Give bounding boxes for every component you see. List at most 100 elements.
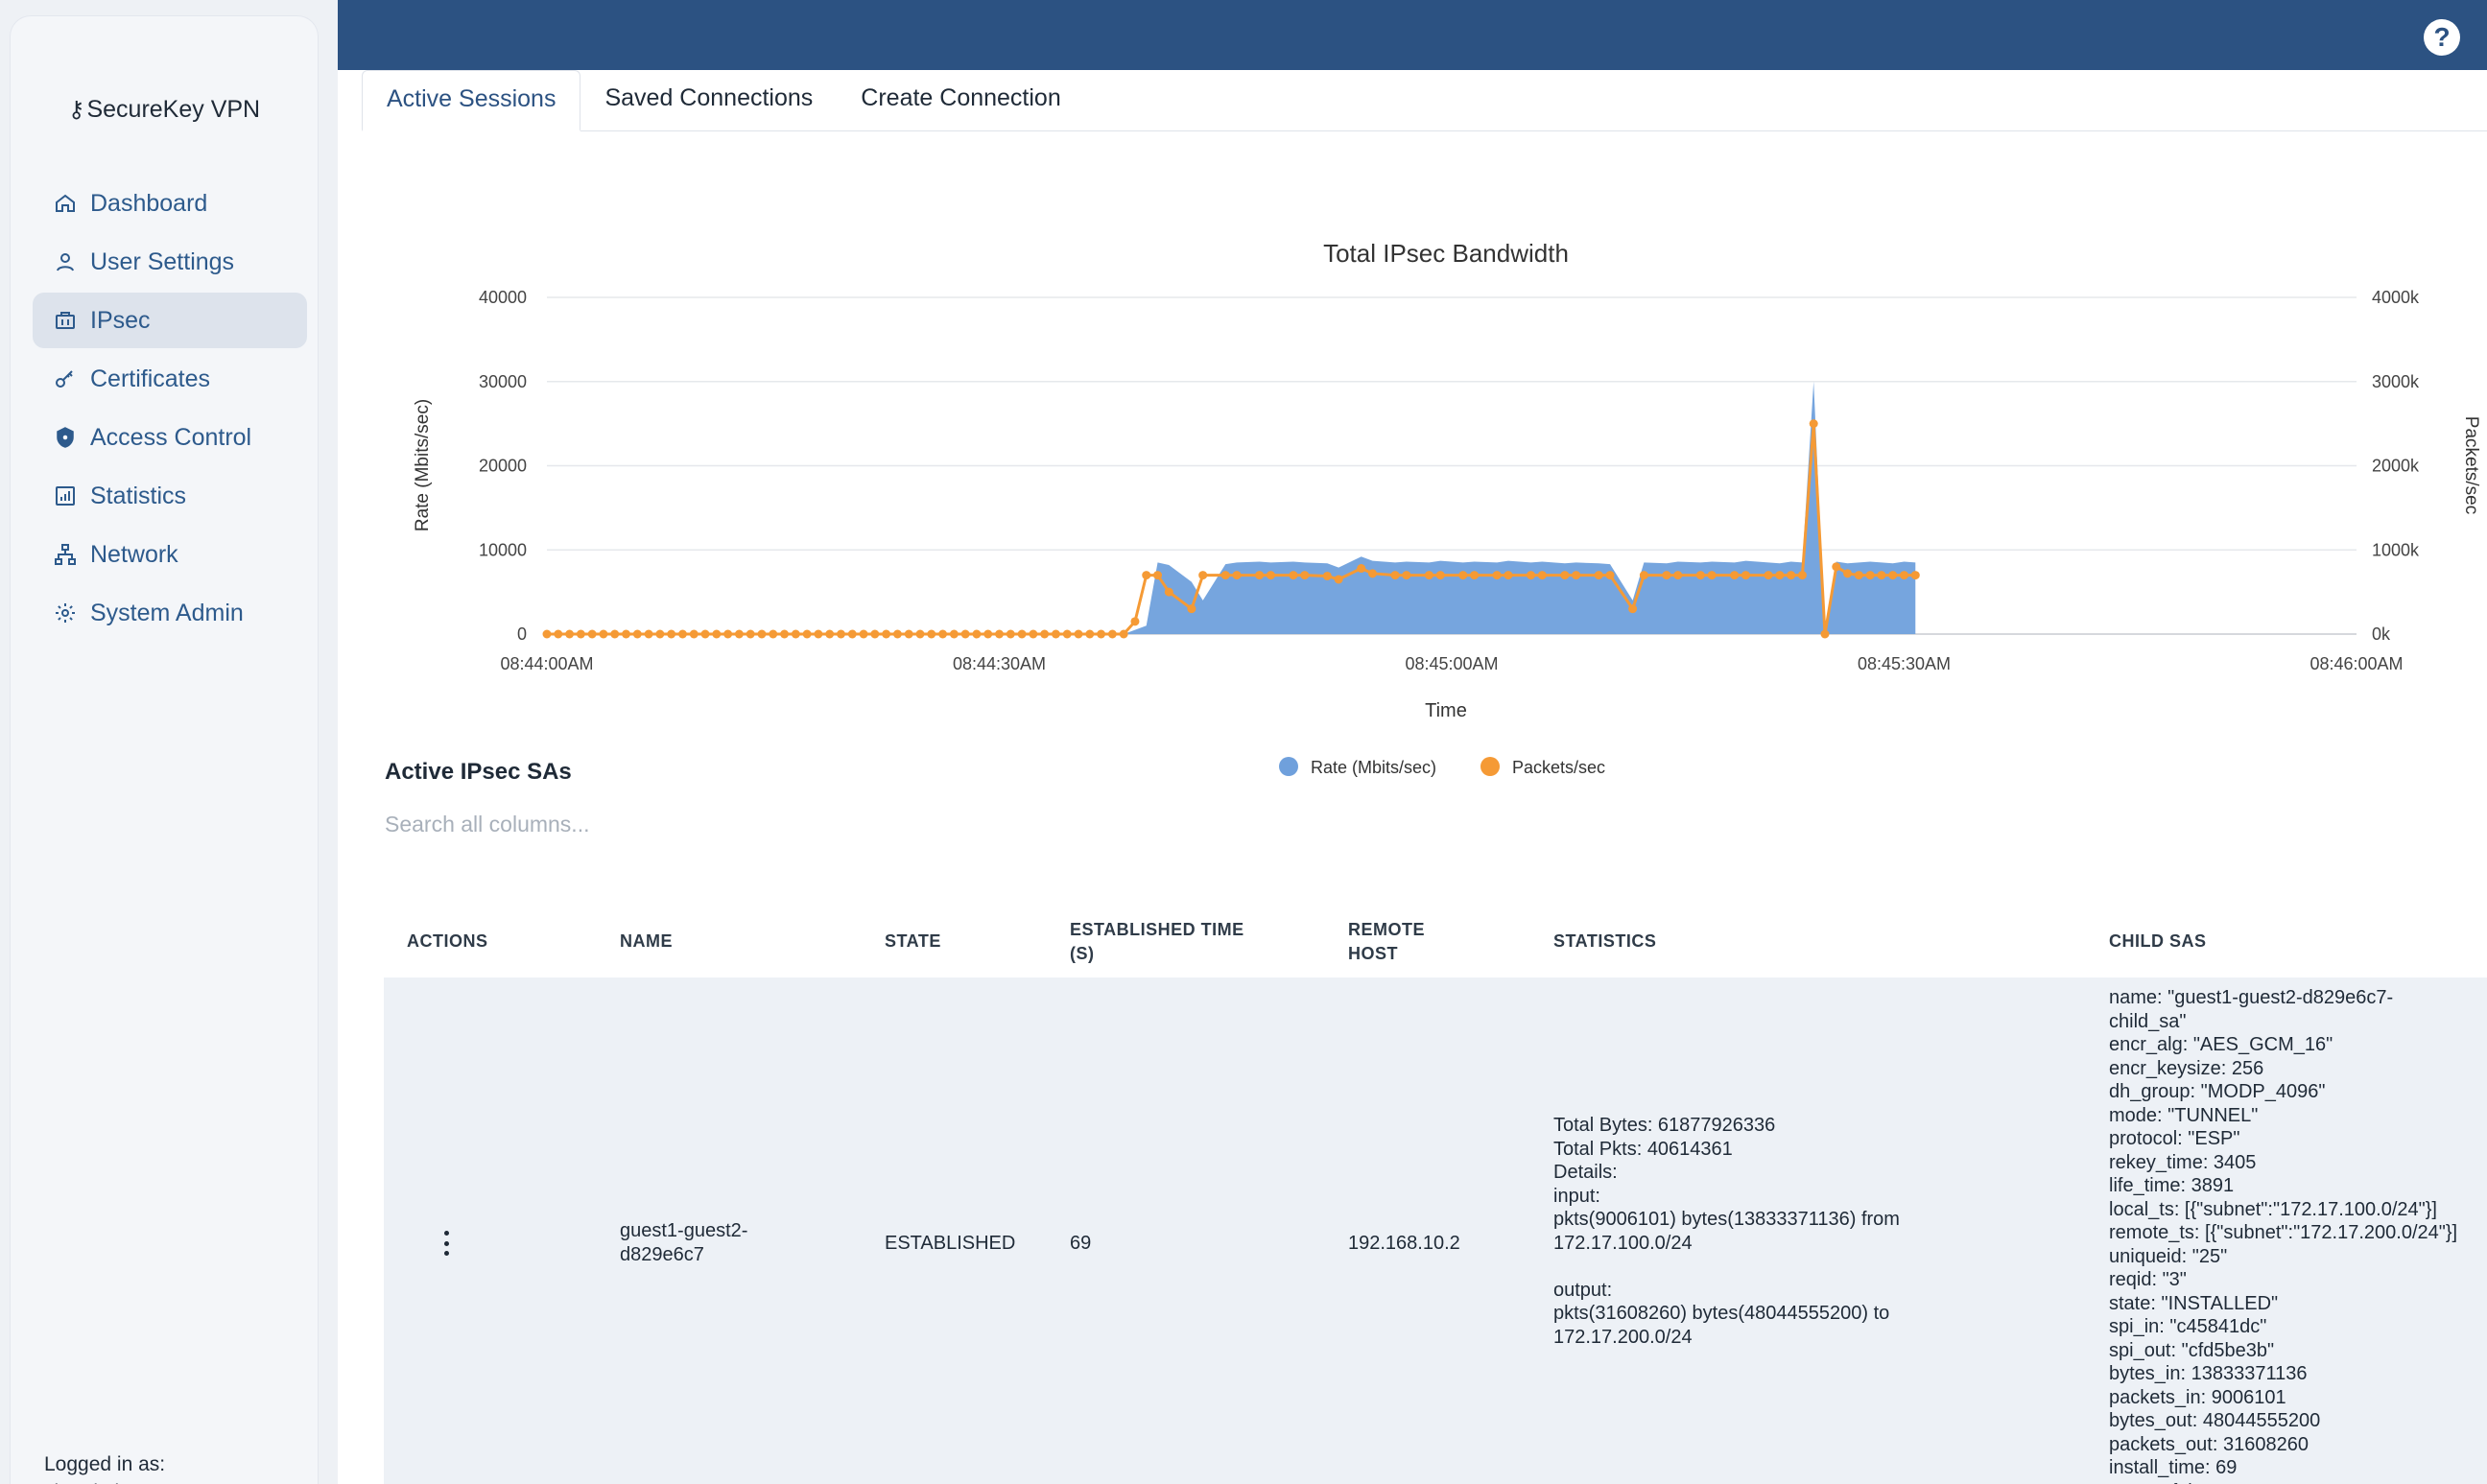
- packets-point: [1232, 571, 1242, 580]
- packets-point: [1107, 629, 1117, 639]
- packets-point: [1639, 571, 1648, 580]
- y2-tick-label: 2000k: [2372, 457, 2420, 476]
- packets-point: [769, 629, 778, 639]
- col-actions[interactable]: ACTIONS: [407, 931, 488, 951]
- packets-point: [859, 629, 868, 639]
- packets-point: [1164, 587, 1173, 597]
- packets-point: [1775, 571, 1785, 580]
- rate-area: [547, 381, 1916, 634]
- sidebar-item-label: Statistics: [90, 482, 187, 509]
- sidebar-item-label: Network: [90, 540, 178, 568]
- packets-point: [655, 629, 665, 639]
- network-icon: [55, 544, 76, 565]
- x-tick-label: 08:45:00AM: [1405, 654, 1498, 673]
- main-content: Active Sessions Saved Connections Create…: [338, 70, 2487, 1484]
- x-tick-label: 08:44:00AM: [500, 654, 593, 673]
- sidebar-item-label: Certificates: [90, 365, 211, 392]
- packets-point: [814, 629, 823, 639]
- sa-statistics: Total Bytes: 61877926336 Total Pkts: 406…: [1553, 1115, 1900, 1348]
- more-actions-icon[interactable]: [441, 1231, 451, 1256]
- col-statistics[interactable]: STATISTICS: [1553, 931, 1657, 951]
- question-icon[interactable]: ?: [2424, 19, 2460, 56]
- packets-point: [960, 629, 970, 639]
- x-tick-label: 08:45:30AM: [1858, 654, 1951, 673]
- col-name[interactable]: NAME: [620, 931, 673, 951]
- sidebar-item-network[interactable]: Network: [33, 527, 307, 582]
- packets-point: [927, 629, 936, 639]
- legend-packets-label: Packets/sec: [1512, 758, 1605, 777]
- packets-point: [1006, 629, 1015, 639]
- y-tick-label: 10000: [479, 540, 527, 559]
- col-state[interactable]: STATE: [885, 931, 941, 951]
- packets-point: [995, 629, 1004, 639]
- sidebar-item-user-settings[interactable]: User Settings: [33, 234, 307, 290]
- packets-point: [802, 629, 812, 639]
- packets-point: [700, 629, 710, 639]
- packets-point: [1787, 571, 1796, 580]
- bandwidth-chart: Total IPsec Bandwidth 0 10000 20000 30000 400…: [338, 166, 2487, 799]
- col-child-sas[interactable]: CHILD SAS: [2109, 931, 2207, 951]
- tab-create-connection[interactable]: Create Connection: [861, 84, 1061, 111]
- sa-child-sas: name: "guest1-guest2-d829e6c7- child_sa"…: [2109, 987, 2458, 1484]
- packets-point: [599, 629, 608, 639]
- packets-point: [1458, 571, 1468, 580]
- packets-point: [746, 629, 755, 639]
- col-established-time[interactable]: ESTABLISHED TIME (S): [1070, 920, 1244, 963]
- ipsec-icon: [56, 312, 75, 329]
- packets-point: [677, 629, 687, 639]
- tab-bar: Active Sessions Saved Connections Create…: [362, 70, 2487, 131]
- sidebar-item-label: Access Control: [90, 423, 252, 451]
- tab-active-sessions[interactable]: Active Sessions: [362, 70, 581, 131]
- packets-point: [723, 629, 733, 639]
- packets-point: [610, 629, 620, 639]
- logged-in-info: Logged in as: sk_admin_test_user: [44, 1450, 225, 1484]
- packets-point: [882, 629, 891, 639]
- sidebar-item-certificates[interactable]: Certificates: [33, 351, 307, 407]
- sidebar-item-dashboard[interactable]: Dashboard: [33, 176, 307, 231]
- packets-point: [1435, 571, 1445, 580]
- packets-point: [1097, 629, 1106, 639]
- packets-point: [1051, 629, 1060, 639]
- tab-saved-connections[interactable]: Saved Connections: [604, 84, 814, 111]
- packets-point: [1809, 419, 1818, 429]
- sidebar-item-label: System Admin: [90, 599, 244, 626]
- packets-point: [1187, 604, 1196, 614]
- packets-point: [1289, 571, 1298, 580]
- brand[interactable]: ⚷SecureKey VPN: [10, 96, 319, 124]
- brand-name: SecureKey VPN: [86, 96, 261, 123]
- sidebar-item-access-control[interactable]: Access Control: [33, 410, 307, 465]
- user-icon: [57, 253, 74, 271]
- packets-point: [1334, 575, 1343, 584]
- packets-point: [791, 629, 800, 639]
- packets-point: [1662, 571, 1671, 580]
- packets-point: [847, 629, 857, 639]
- gear-icon: [56, 603, 75, 623]
- packets-point: [1085, 629, 1095, 639]
- packets-point: [949, 629, 959, 639]
- col-remote-host[interactable]: REMOTE HOST: [1348, 920, 1426, 963]
- sidebar-item-label: IPsec: [90, 306, 151, 334]
- packets-point: [1367, 569, 1377, 578]
- packets-point: [632, 629, 642, 639]
- packets-point: [554, 629, 563, 639]
- legend-packets-swatch: [1480, 757, 1500, 776]
- sidebar-item-ipsec[interactable]: IPsec: [33, 293, 307, 348]
- packets-point: [1198, 571, 1208, 580]
- packets-point: [1062, 629, 1072, 639]
- packets-point: [576, 629, 585, 639]
- packets-point: [1707, 571, 1717, 580]
- table-header: ACTIONS NAME STATE ESTABLISHED TIME (S) …: [384, 905, 2487, 978]
- packets-point: [1119, 629, 1128, 639]
- sidebar-item-statistics[interactable]: Statistics: [33, 468, 307, 524]
- legend-rate-swatch: [1279, 757, 1298, 776]
- search-input[interactable]: [385, 812, 1056, 837]
- packets-point: [1797, 571, 1807, 580]
- username: sk_admin_test_user: [44, 1478, 225, 1484]
- logged-in-label: Logged in as:: [44, 1453, 166, 1475]
- home-icon: [56, 194, 75, 212]
- y-axis-label: Rate (Mbits/sec): [413, 399, 433, 531]
- sidebar-item-system-admin[interactable]: System Admin: [33, 585, 307, 641]
- packets-point: [1854, 571, 1863, 580]
- y2-tick-label: 1000k: [2372, 540, 2420, 559]
